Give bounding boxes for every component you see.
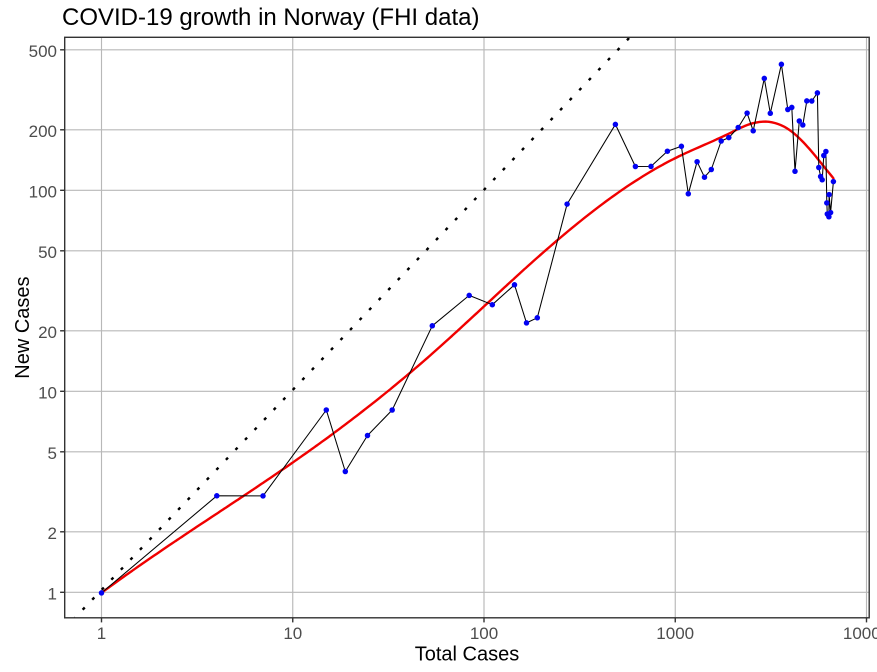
- svg-text:100: 100: [470, 624, 498, 643]
- svg-text:10: 10: [283, 624, 302, 643]
- svg-text:10: 10: [38, 383, 57, 402]
- svg-text:Total Cases: Total Cases: [415, 644, 520, 666]
- svg-text:200: 200: [29, 122, 57, 141]
- svg-text:5: 5: [48, 444, 57, 463]
- svg-text:New Cases: New Cases: [12, 276, 34, 378]
- svg-text:1: 1: [97, 624, 106, 643]
- svg-text:100: 100: [29, 182, 57, 201]
- svg-text:1000: 1000: [656, 624, 694, 643]
- svg-text:COVID-19 growth in Norway (FHI: COVID-19 growth in Norway (FHI data): [62, 4, 479, 31]
- svg-text:50: 50: [38, 243, 57, 262]
- svg-text:2: 2: [48, 524, 57, 543]
- svg-text:500: 500: [29, 42, 57, 61]
- svg-text:1: 1: [48, 584, 57, 603]
- svg-text:20: 20: [38, 323, 57, 342]
- svg-text:10000: 10000: [843, 624, 877, 643]
